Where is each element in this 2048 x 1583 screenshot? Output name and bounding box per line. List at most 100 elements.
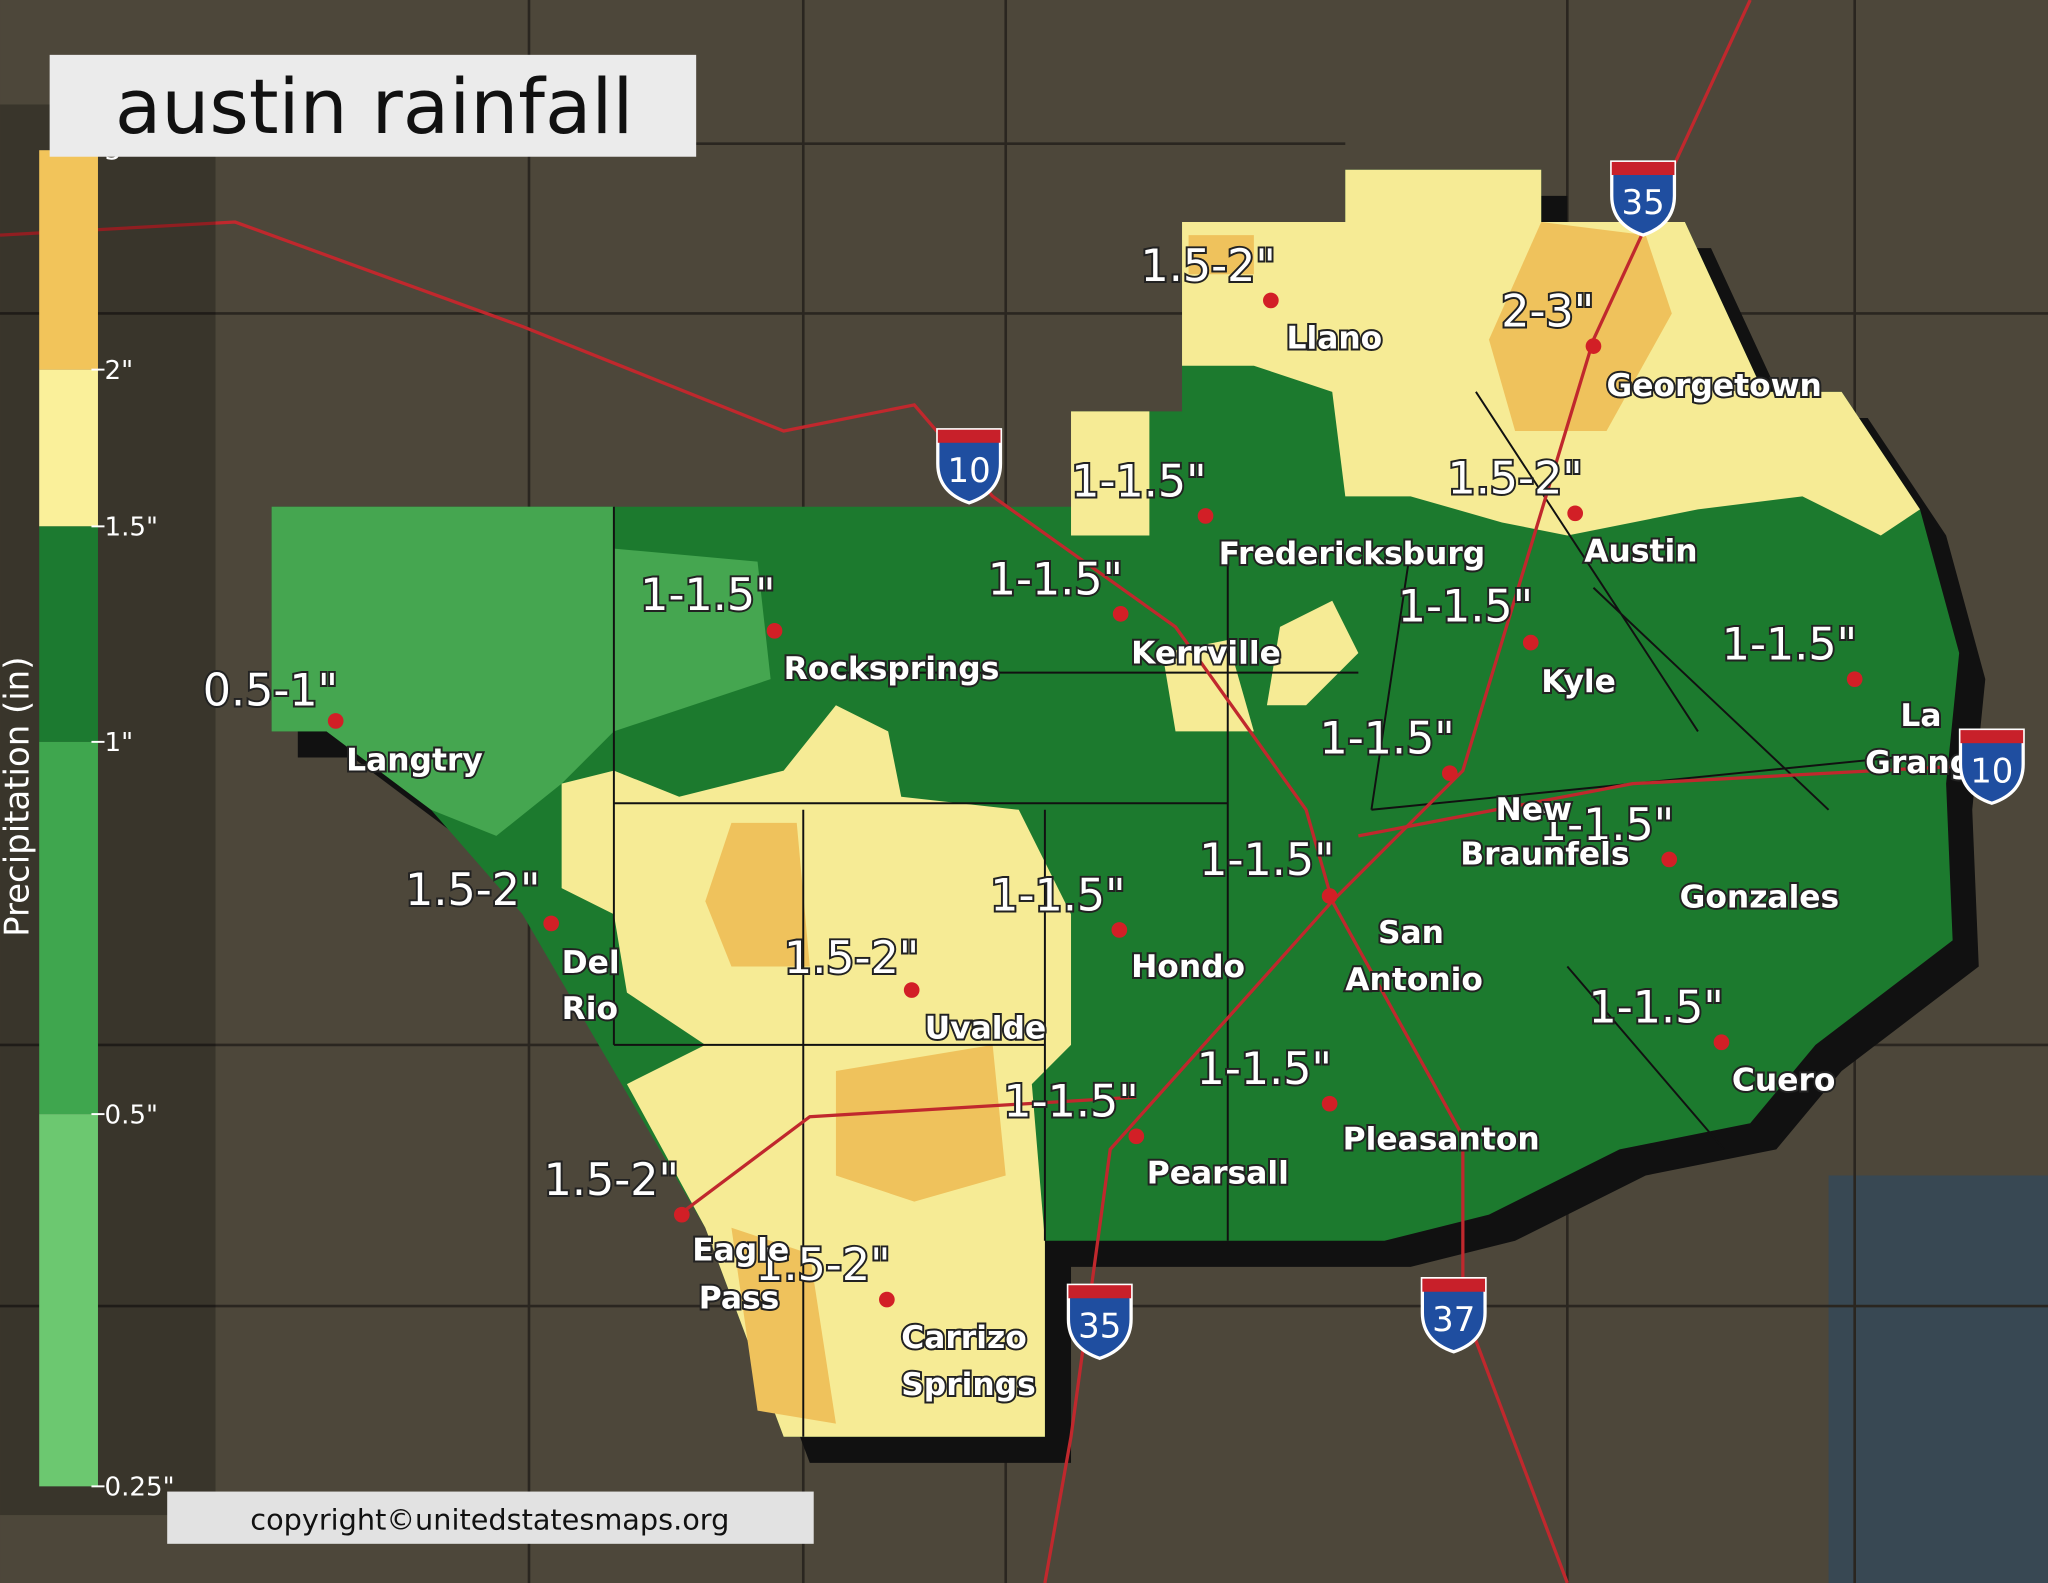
city-label: Fredericksburg: [1219, 536, 1486, 572]
highway-number: 37: [1432, 1300, 1475, 1340]
city-label: Cuero: [1732, 1063, 1836, 1099]
city-label: Del: [562, 945, 620, 981]
rainfall-label: 1.5-2": [1447, 454, 1582, 505]
city-dot: [1112, 606, 1129, 622]
labels: 1.5-2" 2-3" 1-1.5" 1.5-2" 1-1.5" 1-1.5" 0.5-1"…: [201, 160, 2025, 1405]
copyright-box: [167, 1491, 814, 1544]
city-label: Carrizo: [901, 1320, 1027, 1356]
rainfall-label: 1.5-2": [784, 933, 919, 984]
rainfall-label: 1-1.5": [1071, 456, 1206, 507]
legend-tick-label: 1.5": [105, 513, 159, 543]
city-dot: [1846, 671, 1863, 688]
city-label: Georgetown: [1607, 368, 1822, 404]
city-dot: [879, 1291, 895, 1308]
highway-shield-top: [1960, 730, 2024, 744]
city-label: Austin: [1584, 534, 1697, 570]
highway-shield-top: [1422, 1278, 1486, 1292]
rainfall-label: 1-1.5": [1589, 983, 1724, 1034]
city-label: Pleasanton: [1343, 1121, 1540, 1157]
title: austin rainfall: [115, 63, 634, 151]
highway-shield: [1958, 728, 2025, 805]
rainfall-label: 1-1.5": [1003, 1077, 1138, 1128]
city-label: Kyle: [1541, 664, 1616, 700]
legend-tick-label: 2": [105, 356, 134, 386]
rainfall-label: 1-1.5": [1319, 714, 1454, 765]
legend-tick-label: 0.5": [105, 1100, 159, 1130]
city-dot: [1585, 338, 1602, 354]
highway-number: 10: [948, 451, 991, 491]
rainfall-label: 1.5-2": [1141, 241, 1276, 292]
city-label: Rocksprings: [784, 651, 1000, 687]
city-label: Springs: [901, 1367, 1036, 1403]
rainfall-label: 1-1.5": [1398, 582, 1533, 633]
city-dot: [766, 623, 783, 639]
city-label: La: [1900, 698, 1941, 734]
city-label: New: [1496, 792, 1572, 828]
highway-shield: [1066, 1283, 1133, 1361]
city-label: Pearsall: [1147, 1155, 1289, 1191]
rainfall-label: 1-1.5": [1722, 620, 1857, 671]
city-dot: [1522, 634, 1539, 651]
city-label: Hondo: [1131, 949, 1245, 985]
highway-shield: [1610, 160, 1677, 237]
roads: [0, 0, 1999, 1583]
city-label: Gonzales: [1680, 880, 1840, 916]
highway-shield-top: [937, 429, 1001, 443]
gulf: [1828, 1175, 2048, 1583]
rainfall-label: 1-1.5": [640, 570, 775, 621]
city-label: Langtry: [346, 743, 483, 779]
legend-tick-label: 0.25": [105, 1472, 175, 1502]
legend-backdrop: [0, 104, 216, 1516]
city-dot: [1713, 1034, 1730, 1051]
rainfall-label: 1-1.5": [1539, 800, 1674, 851]
city-label: Llano: [1287, 321, 1383, 357]
rainfall-label: 1.5-2": [405, 865, 540, 916]
city-label: Braunfels: [1460, 837, 1629, 873]
city-dot: [1263, 292, 1279, 309]
legend-swatch: [39, 369, 98, 527]
rainfall-label: 1-1.5": [988, 554, 1123, 605]
rainfall-label: 1.5-2": [755, 1240, 890, 1291]
city-label: Rio: [562, 991, 618, 1027]
legend: 3"2"1.5"1"0.5"0.25"Precipitation (in): [0, 136, 175, 1502]
city-label: Uvalde: [925, 1010, 1046, 1046]
highway-shield-top: [1611, 161, 1675, 176]
rainfall-label: 1-1.5": [1199, 835, 1334, 886]
city-dot: [1197, 508, 1214, 524]
highway-shield: [936, 428, 1003, 505]
legend-tick-label: 1": [105, 728, 134, 758]
city-dot: [1321, 888, 1338, 904]
city-dot: [673, 1206, 690, 1223]
city-dot: [1661, 851, 1678, 868]
city-dot: [903, 982, 920, 998]
highway-shield-top: [1068, 1285, 1132, 1299]
city-label: Antonio: [1345, 962, 1483, 998]
rainfall-label: 2-3": [1501, 287, 1594, 338]
highway-shield: [1420, 1277, 1487, 1354]
rainfall-label: 1-1.5": [1197, 1044, 1332, 1095]
city-dot: [543, 915, 560, 932]
city-dot: [1128, 1128, 1145, 1145]
city-dot: [1321, 1095, 1338, 1112]
rainfall-label: 1.5-2": [544, 1155, 679, 1206]
city-dot: [1567, 505, 1584, 522]
city-label: Eagle: [692, 1232, 789, 1268]
rainfall-label: 1-1.5": [990, 870, 1125, 921]
city-label: Kerrville: [1131, 636, 1281, 672]
title-box: [49, 54, 697, 157]
highway-number: 10: [1970, 751, 2013, 791]
city-dot: [327, 713, 344, 729]
legend-swatch: [39, 1114, 98, 1487]
region-0.5-1: [271, 506, 771, 836]
legend-swatch: [39, 526, 98, 742]
highway-number: 35: [1078, 1306, 1121, 1346]
city-label: Pass: [699, 1281, 780, 1317]
region-2-3: [705, 222, 1672, 1424]
highway-number: 35: [1622, 183, 1665, 223]
copyright: copyright©unitedstatesmaps.org: [250, 1502, 729, 1536]
rainfall-label: 0.5-1": [203, 665, 338, 716]
legend-label: Precipitation (in): [0, 657, 38, 937]
legend-swatch: [39, 150, 98, 370]
